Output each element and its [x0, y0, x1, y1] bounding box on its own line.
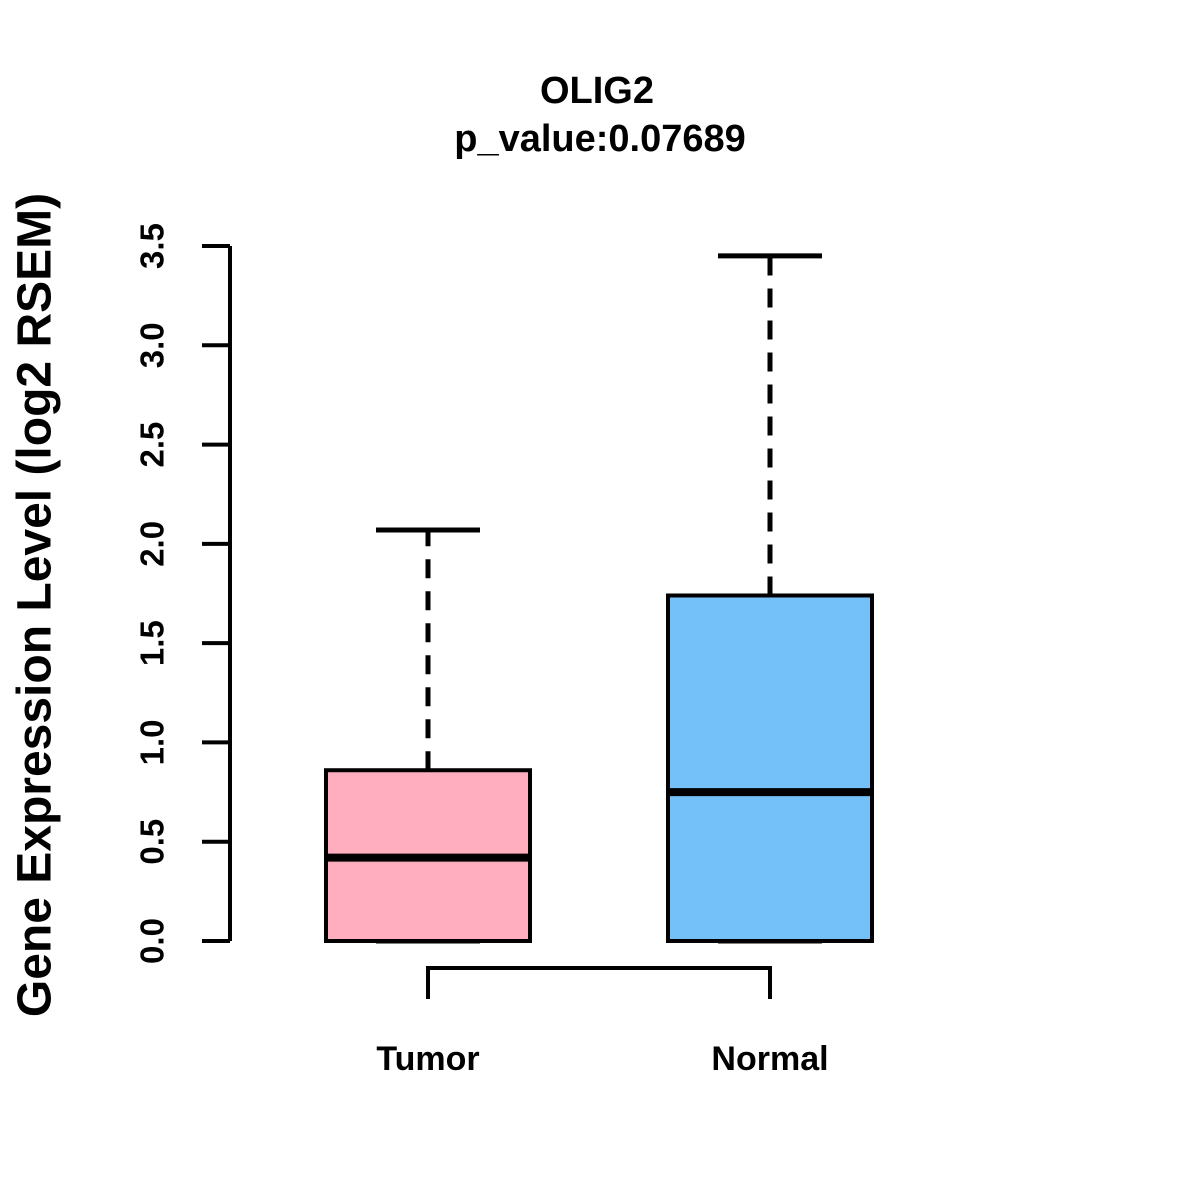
comparison-bracket: [426, 966, 772, 999]
y-axis-tick-label: 0.0: [134, 918, 171, 964]
y-axis-tick-label: 3.0: [134, 322, 171, 368]
box-normal: [666, 593, 874, 943]
chart-title: OLIG2: [539, 70, 655, 112]
y-axis-title: Gene Expression Level (log2 RSEM): [8, 192, 62, 1018]
y-axis-tick-label: 2.0: [134, 521, 171, 567]
y-axis-tick-label: 3.5: [134, 223, 171, 269]
x-category-label-tumor: Tumor: [376, 1040, 479, 1078]
chart-subtitle: p_value:0.07689: [454, 118, 746, 160]
y-axis-tick-label: 1.5: [134, 620, 171, 666]
y-axis-tick-label: 2.5: [134, 422, 171, 468]
y-axis-tick-label: 1.0: [134, 719, 171, 765]
y-axis-tick-label: 0.5: [134, 819, 171, 865]
x-category-label-normal: Normal: [711, 1040, 828, 1078]
